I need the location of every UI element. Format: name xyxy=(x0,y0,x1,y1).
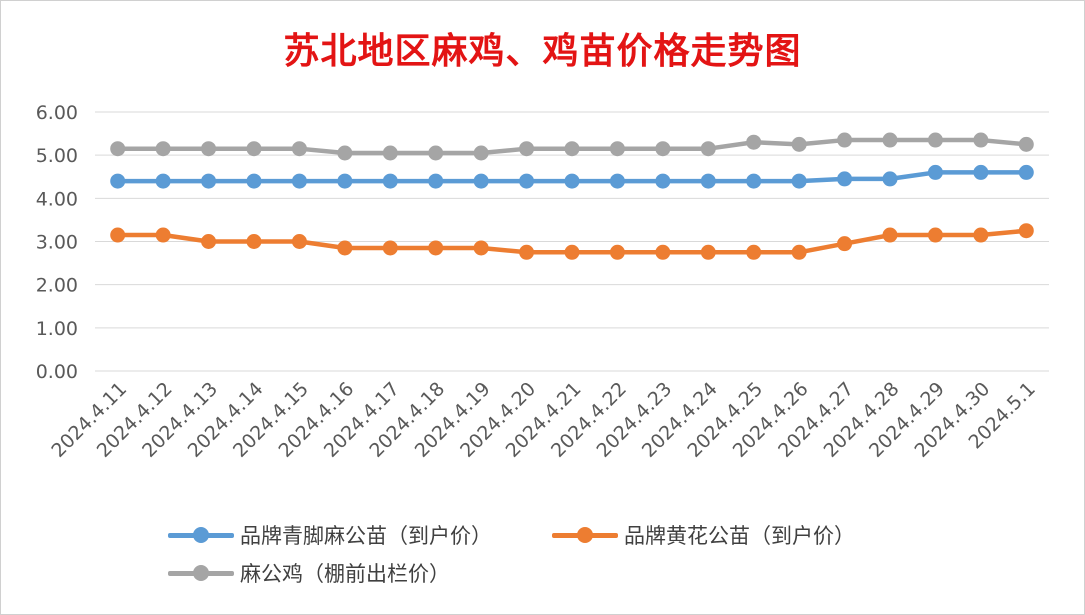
y-tick-label: 2.00 xyxy=(36,275,78,297)
series-point xyxy=(519,141,535,157)
series-point xyxy=(609,244,625,260)
series-point xyxy=(564,173,580,189)
series-point xyxy=(382,240,398,256)
series-point xyxy=(655,173,671,189)
y-tick-label: 4.00 xyxy=(36,188,78,210)
series-point xyxy=(337,240,353,256)
series-point xyxy=(564,141,580,157)
series-point xyxy=(927,227,943,243)
series-point xyxy=(973,164,989,180)
series-point xyxy=(519,244,535,260)
series-point xyxy=(700,141,716,157)
series-point xyxy=(519,173,535,189)
y-tick-label: 1.00 xyxy=(36,318,78,340)
series-point xyxy=(428,173,444,189)
series-point xyxy=(201,141,217,157)
series-point xyxy=(1018,164,1034,180)
series-point xyxy=(791,244,807,260)
series-point xyxy=(1018,136,1034,152)
series-point xyxy=(246,173,262,189)
series-point xyxy=(973,132,989,148)
series-point xyxy=(110,173,126,189)
series-point xyxy=(473,240,489,256)
series-point xyxy=(609,141,625,157)
series-point xyxy=(110,227,126,243)
series-point xyxy=(201,234,217,249)
series-point xyxy=(246,234,262,249)
series-point xyxy=(746,173,762,189)
series-point xyxy=(655,244,671,260)
series-point xyxy=(382,145,398,161)
series-point xyxy=(473,173,489,189)
series-point xyxy=(428,240,444,256)
series-point xyxy=(746,134,762,150)
series-point xyxy=(155,173,171,189)
series-point xyxy=(882,132,898,148)
chart-title: 苏北地区麻鸡、鸡苗价格走势图 xyxy=(283,30,802,72)
series-point xyxy=(609,173,625,189)
series-point xyxy=(291,234,307,249)
series-point xyxy=(791,173,807,189)
series-point xyxy=(700,244,716,260)
series-point xyxy=(882,171,898,187)
series-point xyxy=(746,244,762,260)
series-point xyxy=(473,145,489,161)
y-tick-label: 5.00 xyxy=(36,145,78,167)
series-point xyxy=(564,244,580,260)
series-point xyxy=(927,164,943,180)
series-point xyxy=(837,171,853,187)
series-point xyxy=(1018,223,1034,239)
series-point xyxy=(201,173,217,189)
y-tick-label: 0.00 xyxy=(36,361,78,383)
y-tick-label: 6.00 xyxy=(36,102,78,124)
series-point xyxy=(655,141,671,157)
series-point xyxy=(155,227,171,243)
series-point xyxy=(337,145,353,161)
series-point xyxy=(382,173,398,189)
y-tick-label: 3.00 xyxy=(36,232,78,254)
series-point xyxy=(791,136,807,152)
series-point xyxy=(246,141,262,157)
series-point xyxy=(428,145,444,161)
series-point xyxy=(337,173,353,189)
series-point xyxy=(291,141,307,157)
series-point xyxy=(837,236,853,252)
series-point xyxy=(155,141,171,157)
series-point xyxy=(973,227,989,243)
series-point xyxy=(110,141,126,157)
series-point xyxy=(927,132,943,148)
series-point xyxy=(291,173,307,189)
series-point xyxy=(837,132,853,148)
series-point xyxy=(882,227,898,243)
series-point xyxy=(700,173,716,189)
